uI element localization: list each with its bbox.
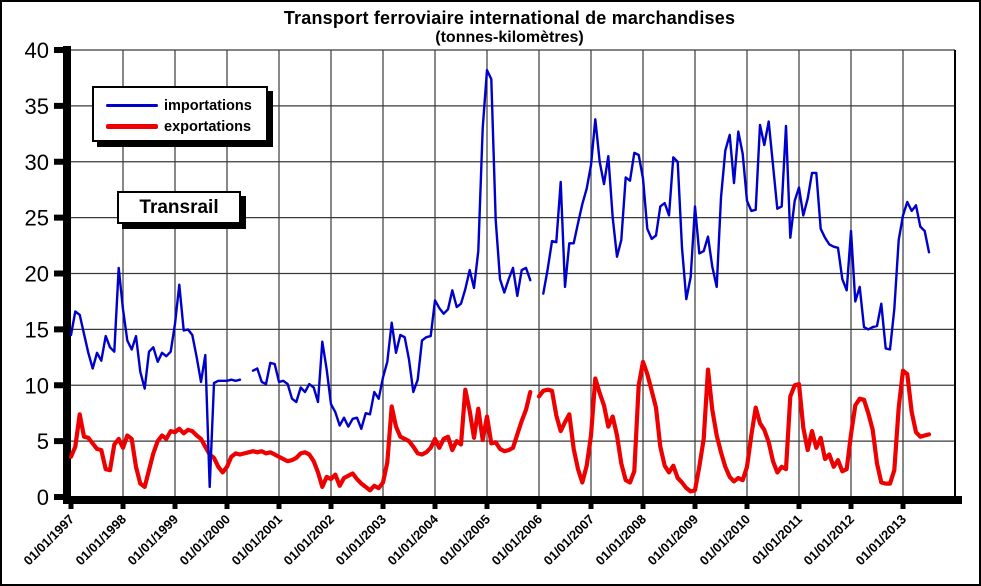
y-tick-label: 30 [25,150,49,175]
x-tick [536,502,542,509]
y-tick-label: 0 [37,485,49,510]
y-tick [54,494,64,500]
x-tick [68,502,74,509]
y-tick-label: 40 [25,38,49,63]
x-tick-label: 01/01/2013 [852,512,909,569]
x-tick [588,502,594,509]
x-tick-label: 01/01/2000 [176,512,233,569]
importations-line [69,266,242,489]
importations-line [251,68,532,430]
y-tick [54,47,64,53]
chart-title-block: Transport ferroviaire international de m… [42,8,977,47]
x-tick-label: 01/01/1998 [72,512,129,569]
y-tick-label: 5 [37,429,49,454]
x-tick-label: 01/01/2012 [800,512,857,569]
y-tick-label: 10 [25,373,49,398]
x-tick [848,502,854,509]
x-tick [432,502,438,509]
y-tick [54,382,64,389]
x-tick-label: 01/01/2007 [540,512,597,569]
x-tick [380,502,386,509]
y-tick [54,270,64,277]
x-tick [224,502,230,509]
legend-label-exportations: exportations [164,118,252,135]
exportations-line [536,359,932,494]
x-tick-label: 01/01/2009 [644,512,701,569]
x-tick-label: 01/01/1997 [20,512,77,569]
y-tick [54,438,64,445]
x-tick-label: 01/01/1999 [124,512,181,569]
x-tick [276,502,282,509]
x-tick [172,502,178,509]
y-tick-label: 35 [25,94,49,119]
x-tick-label: 01/01/2006 [488,512,545,569]
legend-item-exportations: exportations [106,116,266,137]
x-tick-label: 01/01/2011 [749,512,805,568]
x-tick [692,502,698,509]
x-tick [900,502,906,509]
y-tick [54,102,64,109]
exportations-line-swatch-icon [106,124,158,129]
y-tick [54,326,64,333]
x-tick [484,502,490,509]
x-tick [328,502,334,509]
transrail-annotation: Transrail [117,191,241,224]
x-tick [744,502,750,509]
x-tick [796,502,802,509]
importations-line-swatch-icon [106,104,158,107]
legend: importations exportations [92,86,268,142]
y-axis [63,46,71,503]
x-tick-label: 01/01/2004 [384,511,441,568]
y-tick [54,158,64,165]
x-tick-label: 01/01/2005 [436,512,493,569]
x-tick [640,502,646,509]
x-tick-label: 01/01/2001 [228,512,285,569]
x-tick-label: 01/01/2003 [332,512,389,569]
x-tick-label: 01/01/2010 [696,512,753,569]
y-tick-label: 15 [25,317,49,342]
x-axis [63,496,962,504]
y-tick-label: 25 [25,206,49,231]
legend-item-importations: importations [106,95,266,116]
importations-line [542,118,931,351]
x-tick-label: 01/01/2008 [592,512,649,569]
chart-subtitle: (tonnes-kilomètres) [435,28,584,46]
exportations-line [68,387,533,493]
x-tick [120,502,126,509]
y-tick-label: 20 [25,262,49,287]
y-tick [54,214,64,221]
chart-title: Transport ferroviaire international de m… [283,8,736,28]
x-tick-label: 01/01/2002 [280,512,337,569]
transrail-label: Transrail [139,196,219,218]
legend-label-importations: importations [164,97,252,114]
